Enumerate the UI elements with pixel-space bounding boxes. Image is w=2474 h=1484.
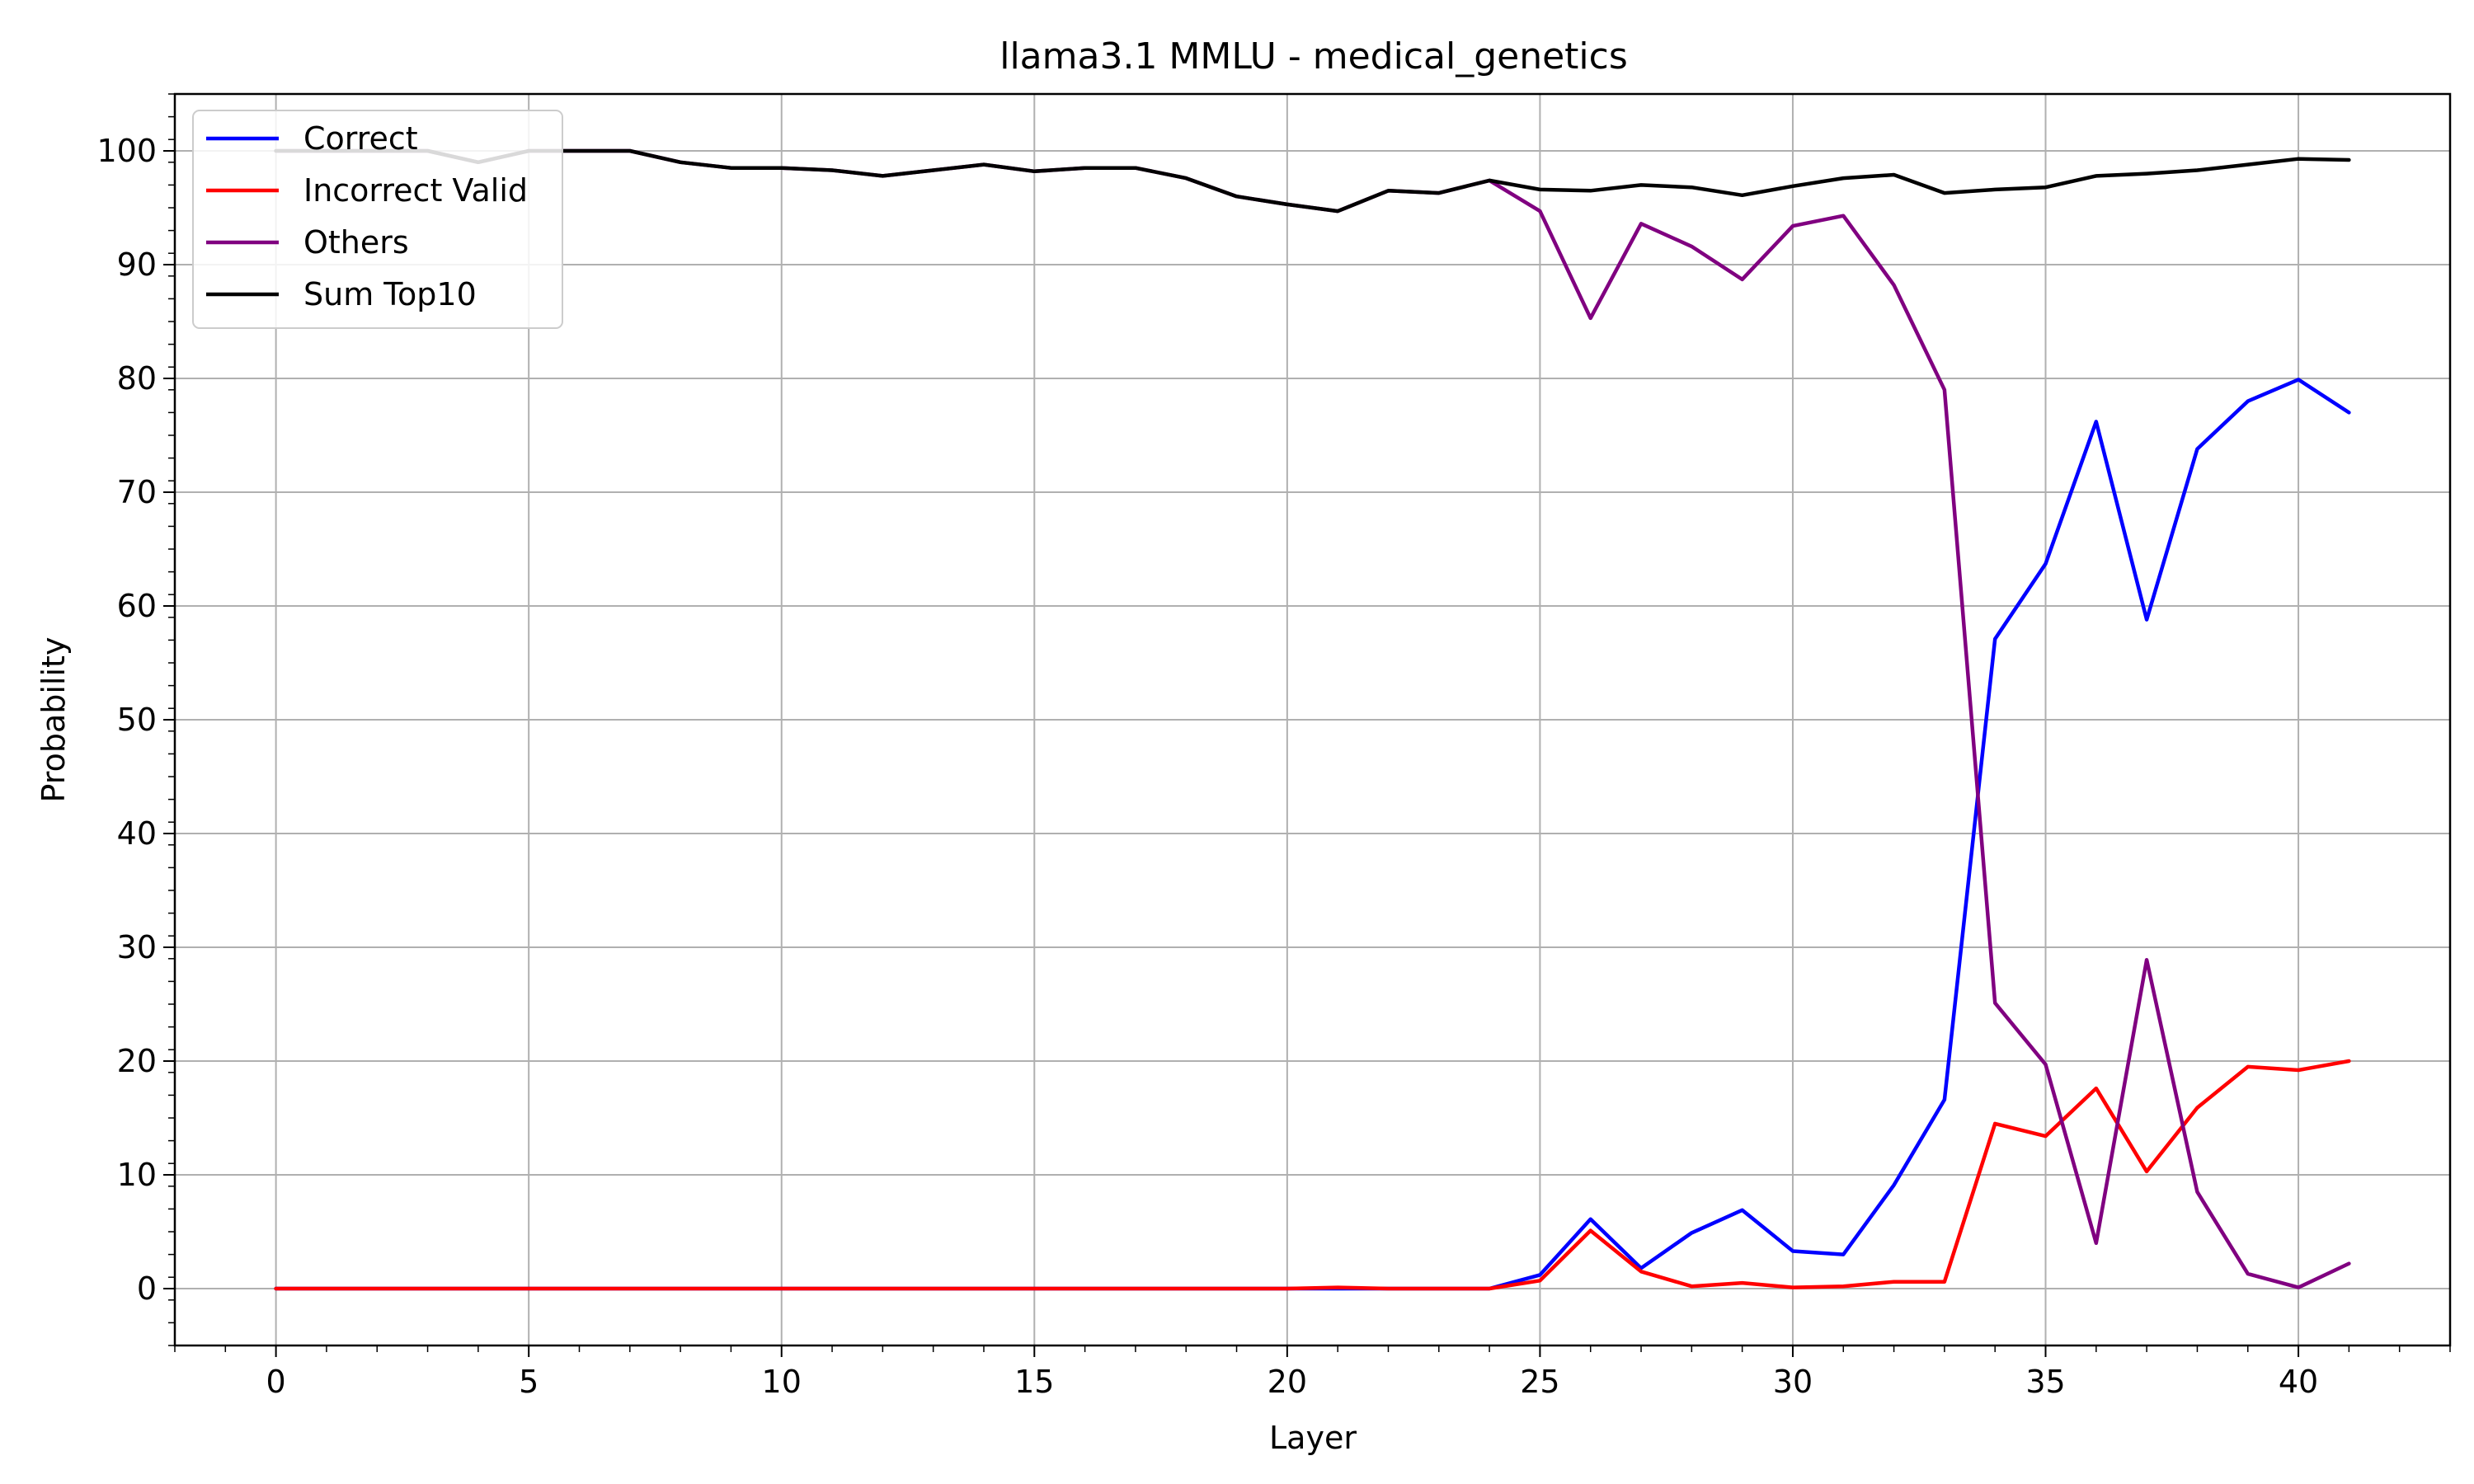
y-tick-label: 40	[117, 815, 157, 852]
y-tick-label: 20	[117, 1043, 157, 1079]
y-tick-label: 10	[117, 1157, 157, 1193]
y-axis-label: Probability	[35, 637, 72, 803]
legend: Correct Incorrect Valid Others Sum Top10	[192, 110, 563, 329]
x-tick-label: 40	[2279, 1364, 2318, 1400]
chart-title: llama3.1 MMLU - medical_genetics	[999, 35, 1628, 77]
x-tick-label: 0	[266, 1364, 286, 1400]
x-tick-label: 25	[1520, 1364, 1559, 1400]
y-tick-label: 100	[96, 133, 157, 169]
legend-box	[192, 110, 563, 329]
y-tick-label: 30	[117, 929, 157, 965]
y-tick-label: 50	[117, 702, 157, 738]
y-tick-label: 80	[117, 360, 157, 397]
y-tick-label: 60	[117, 588, 157, 624]
series-line-sum-top10	[274, 148, 2351, 214]
x-tick-label: 10	[762, 1364, 802, 1400]
y-tick-label: 0	[137, 1270, 157, 1307]
x-tick-label: 5	[519, 1364, 539, 1400]
x-tick-label: 15	[1014, 1364, 1054, 1400]
legend-label-incorrect-valid: Incorrect Valid	[303, 172, 528, 209]
x-axis-label: Layer	[1269, 1420, 1357, 1456]
axis-ticks: 0 5 10 15 20 25 30 35 40 0 10 20 30 40 50 60 70 80 90 100	[96, 93, 2451, 1400]
legend-label-sum-top10: Sum Top10	[303, 276, 477, 312]
x-tick-label: 30	[1773, 1364, 1813, 1400]
legend-label-others: Others	[303, 224, 409, 261]
plot-lines	[274, 148, 2351, 1291]
legend-label-correct: Correct	[303, 120, 418, 157]
series-line-incorrect-valid	[274, 1059, 2351, 1291]
y-tick-label: 90	[117, 247, 157, 283]
x-tick-label: 20	[1268, 1364, 1307, 1400]
grid-lines	[175, 94, 2450, 1345]
y-tick-label: 70	[117, 474, 157, 510]
x-tick-label: 35	[2025, 1364, 2065, 1400]
